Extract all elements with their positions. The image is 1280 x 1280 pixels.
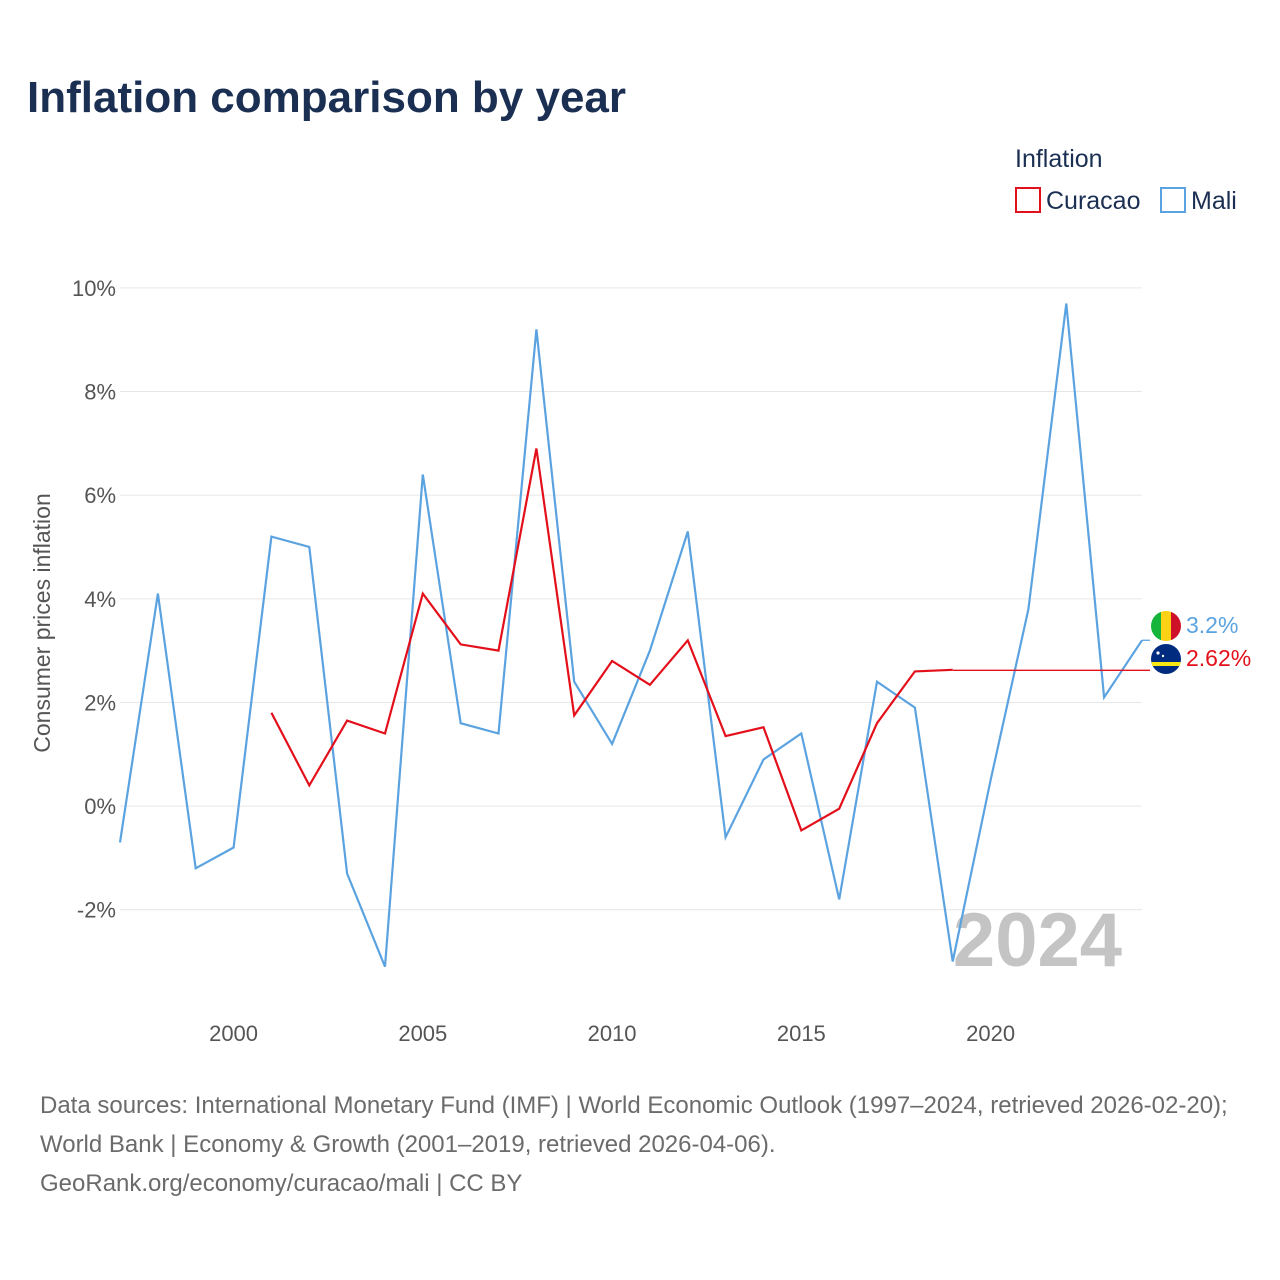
x-tick-label: 2015: [777, 1021, 826, 1046]
y-tick-label: 8%: [84, 380, 116, 405]
legend-swatch-curacao[interactable]: [1015, 187, 1041, 213]
y-tick-label: 4%: [84, 587, 116, 612]
y-tick-label: 10%: [72, 276, 116, 301]
source-line-url[interactable]: GeoRank.org/economy/curacao/mali | CC BY: [40, 1170, 523, 1197]
legend-title: Inflation: [1015, 145, 1103, 173]
y-tick-label: 2%: [84, 690, 116, 715]
y-axis-title: Consumer prices inflation: [29, 493, 55, 753]
y-tick-label: -2%: [77, 898, 116, 923]
legend-label-mali[interactable]: Mali: [1191, 187, 1237, 215]
series-line-curacao[interactable]: [270, 448, 953, 833]
y-tick-label: 6%: [84, 483, 116, 508]
x-axis-ticks: 2000 2005 2010 2015 2020: [209, 1021, 1015, 1046]
y-tick-label: 0%: [84, 794, 116, 819]
x-tick-label: 2020: [966, 1021, 1015, 1046]
source-note: Data sources: International Monetary Fun…: [40, 1086, 1250, 1203]
y-axis-ticks: -2% 0% 2% 4% 6% 8% 10%: [72, 276, 116, 923]
legend-label-curacao[interactable]: Curacao: [1046, 187, 1141, 215]
end-markers: 3.2% 2.62%: [1151, 611, 1251, 674]
grid: [120, 287, 1142, 911]
end-label-mali: 3.2%: [1186, 612, 1238, 638]
x-tick-label: 2010: [588, 1021, 637, 1046]
x-tick-label: 2005: [398, 1021, 447, 1046]
curacao-flag-icon: [1151, 644, 1181, 674]
source-line-data: Data sources: International Monetary Fun…: [40, 1092, 1228, 1158]
legend: Inflation Curacao Mali: [1015, 145, 1237, 215]
chart-title: Inflation comparison by year: [27, 73, 626, 122]
mali-flag-icon: [1151, 611, 1181, 641]
year-watermark: 2024: [953, 898, 1122, 983]
series-line-mali[interactable]: [118, 303, 1143, 968]
series-layer: [118, 303, 1150, 968]
x-tick-label: 2000: [209, 1021, 258, 1046]
legend-swatch-mali[interactable]: [1160, 187, 1186, 213]
end-label-curacao: 2.62%: [1186, 645, 1251, 671]
